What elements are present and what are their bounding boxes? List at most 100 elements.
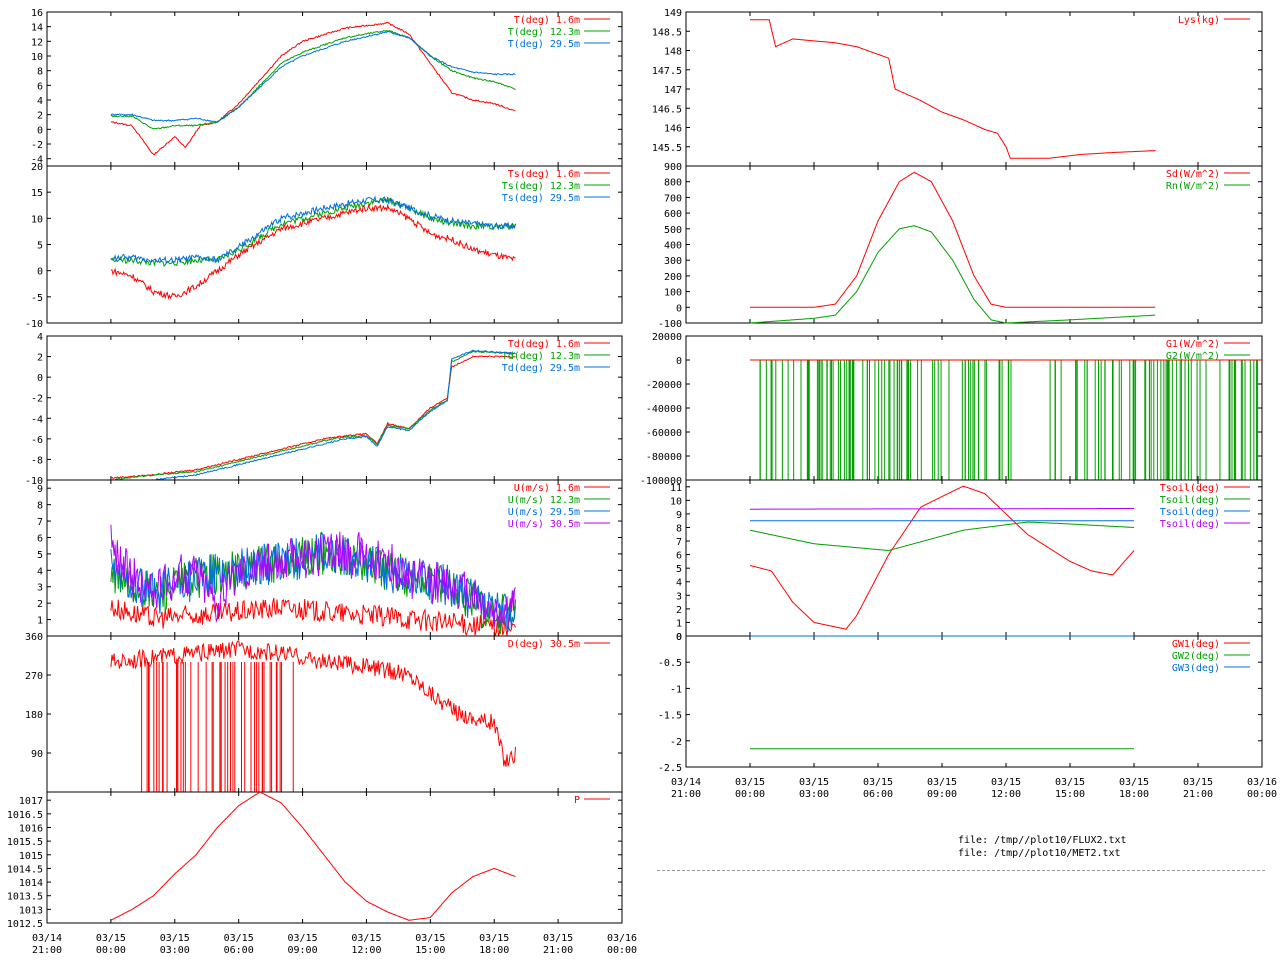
y-tick-label: -0.5 [658,658,682,669]
y-tick-label: 10 [31,52,43,63]
y-tick-label: 1013.5 [7,892,43,903]
y-tick-label: -2 [31,394,43,405]
legend-label: Td(deg) 12.3m [502,351,580,362]
y-tick-label: -2.5 [658,763,682,774]
y-tick-label: 2 [37,353,43,364]
right-x-date-label: 03/16 [1247,777,1277,788]
right-x-time-label: 09:00 [927,789,957,800]
left-x-time-label: 21:00 [543,945,573,956]
legend-label: GW3(deg) [1172,663,1220,674]
separator-line [657,870,1265,871]
legend-label: Lys(kg) [1178,15,1220,26]
series-line [110,21,516,156]
left-x-date-label: 03/15 [543,933,573,944]
y-tick-label: 12 [31,37,43,48]
legend-label: Ts(deg) 1.6m [508,169,580,180]
left-x-time-label: 15:00 [415,945,445,956]
y-tick-label: 360 [25,632,43,643]
y-tick-label: 15 [31,188,43,199]
right-x-date-label: 03/14 [671,777,701,788]
y-tick-label: 11 [670,483,682,494]
y-tick-label: 2 [37,599,43,610]
series-line [110,30,516,124]
y-tick-label: 3 [676,591,682,602]
series-line [110,349,516,481]
y-tick-label: 1017 [19,796,43,807]
legend-label: Rn(W/m^2) [1166,181,1220,192]
y-tick-label: 148 [664,47,682,58]
y-tick-label: 300 [664,256,682,267]
y-tick-label: -40000 [646,404,682,415]
y-tick-label: 900 [664,162,682,173]
series-line [110,597,516,637]
left-x-time-label: 03:00 [160,945,190,956]
panel-p8: -100 0 100 200 300 400 500 600 700 800 900 Sd(W/m^2… [658,162,1263,330]
y-tick-label: 0 [37,267,43,278]
y-tick-label: 0 [676,303,682,314]
y-tick-label: -6 [31,435,43,446]
y-tick-label: 400 [664,241,682,252]
y-tick-label: 90 [31,749,43,760]
legend-label: Td(deg) 1.6m [508,339,580,350]
y-tick-label: -5 [31,293,43,304]
panel-p1: -4 -2 0 2 4 6 8 10 12 14 16 T(deg) 1.6mT(deg) 12.3m… [31,8,623,167]
legend-label: U(m/s) 12.3m [508,495,580,506]
y-tick-label: 1016 [19,823,43,834]
legend-label: T(deg) 29.5m [508,39,580,50]
y-tick-label: -60000 [646,428,682,439]
panel-p6: 1012.5 1013 1013.5 1014 1014.5 1015 1015.5 1016… [7,791,623,930]
series-line [110,203,516,300]
series-line [110,350,516,481]
left-x-time-label: 00:00 [607,945,637,956]
y-tick-label: 1015.5 [7,837,43,848]
left-x-time-label: 12:00 [351,945,381,956]
y-tick-label: 1 [37,616,43,627]
legend-label: G2(W/m^2) [1166,351,1220,362]
legend-label: Tsoil(deg) [1160,483,1220,494]
y-tick-label: 100 [664,288,682,299]
series-line [110,196,516,267]
legend-label: U(m/s) 30.5m [508,519,580,530]
legend-label: G1(W/m^2) [1166,339,1220,350]
left-x-time-label: 09:00 [288,945,318,956]
series-line [749,485,1135,630]
legend-label: Tsoil(deg) [1160,507,1220,518]
y-tick-label: 146.5 [652,104,682,115]
legend-label: P [574,795,580,806]
series-line [110,30,516,130]
legend-label: GW1(deg) [1172,639,1220,650]
y-tick-label: 20 [31,162,43,173]
y-tick-label: 200 [664,272,682,283]
y-tick-label: 1012.5 [7,919,43,930]
y-tick-label: 600 [664,209,682,220]
right-x-date-label: 03/15 [799,777,829,788]
legend-label: T(deg) 1.6m [514,15,580,26]
y-tick-label: 9 [37,484,43,495]
y-tick-label: 1016.5 [7,810,43,821]
legend-label: Ts(deg) 12.3m [502,181,580,192]
y-tick-label: 7 [676,537,682,548]
y-tick-label: 1015 [19,851,43,862]
y-tick-label: 1014 [19,878,43,889]
right-x-date-label: 03/15 [863,777,893,788]
y-tick-label: 4 [676,578,682,589]
panel-p7: 145.5 146 146.5 147 147.5 148 148.5 149 Lys(kg) [652,8,1263,167]
y-tick-label: 6 [37,81,43,92]
y-tick-label: 5 [676,564,682,575]
y-tick-label: 148.5 [652,27,682,38]
y-tick-label: 0 [676,356,682,367]
y-tick-label: -2 [31,140,43,151]
y-tick-label: 147 [664,85,682,96]
file-line-1: file: /tmp//plot10/FLUX2.txt [958,835,1127,846]
legend-label: U(m/s) 1.6m [514,483,580,494]
left-x-date-label: 03/16 [607,933,637,944]
right-x-date-label: 03/15 [1183,777,1213,788]
y-tick-label: 1 [676,618,682,629]
y-tick-label: 1013 [19,905,43,916]
right-x-time-label: 21:00 [1183,789,1213,800]
left-x-date-label: 03/15 [96,933,126,944]
legend-label: U(m/s) 29.5m [508,507,580,518]
